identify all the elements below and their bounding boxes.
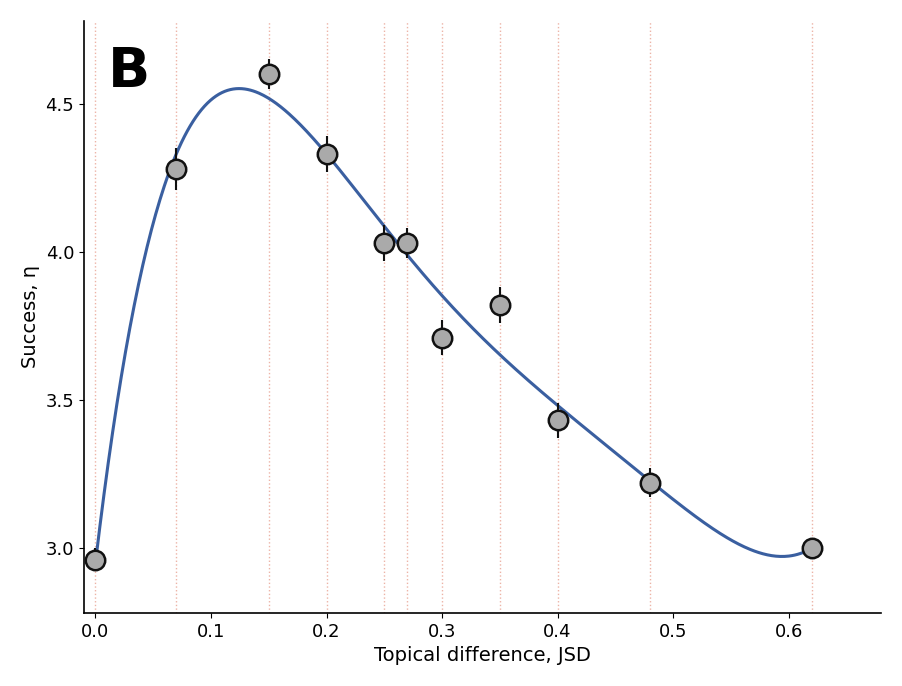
Point [400, 237, 415, 248]
X-axis label: Topical difference, JSD: Topical difference, JSD [374, 646, 591, 665]
Point [435, 332, 449, 343]
Point [492, 300, 507, 311]
Point [88, 554, 103, 565]
Point [550, 415, 565, 426]
Point [377, 237, 391, 248]
Text: B: B [107, 45, 150, 99]
Point [262, 69, 276, 80]
Point [643, 477, 658, 488]
Point [319, 149, 334, 160]
Point [169, 163, 183, 174]
Point [805, 542, 819, 553]
Y-axis label: Success, η: Success, η [21, 265, 40, 368]
